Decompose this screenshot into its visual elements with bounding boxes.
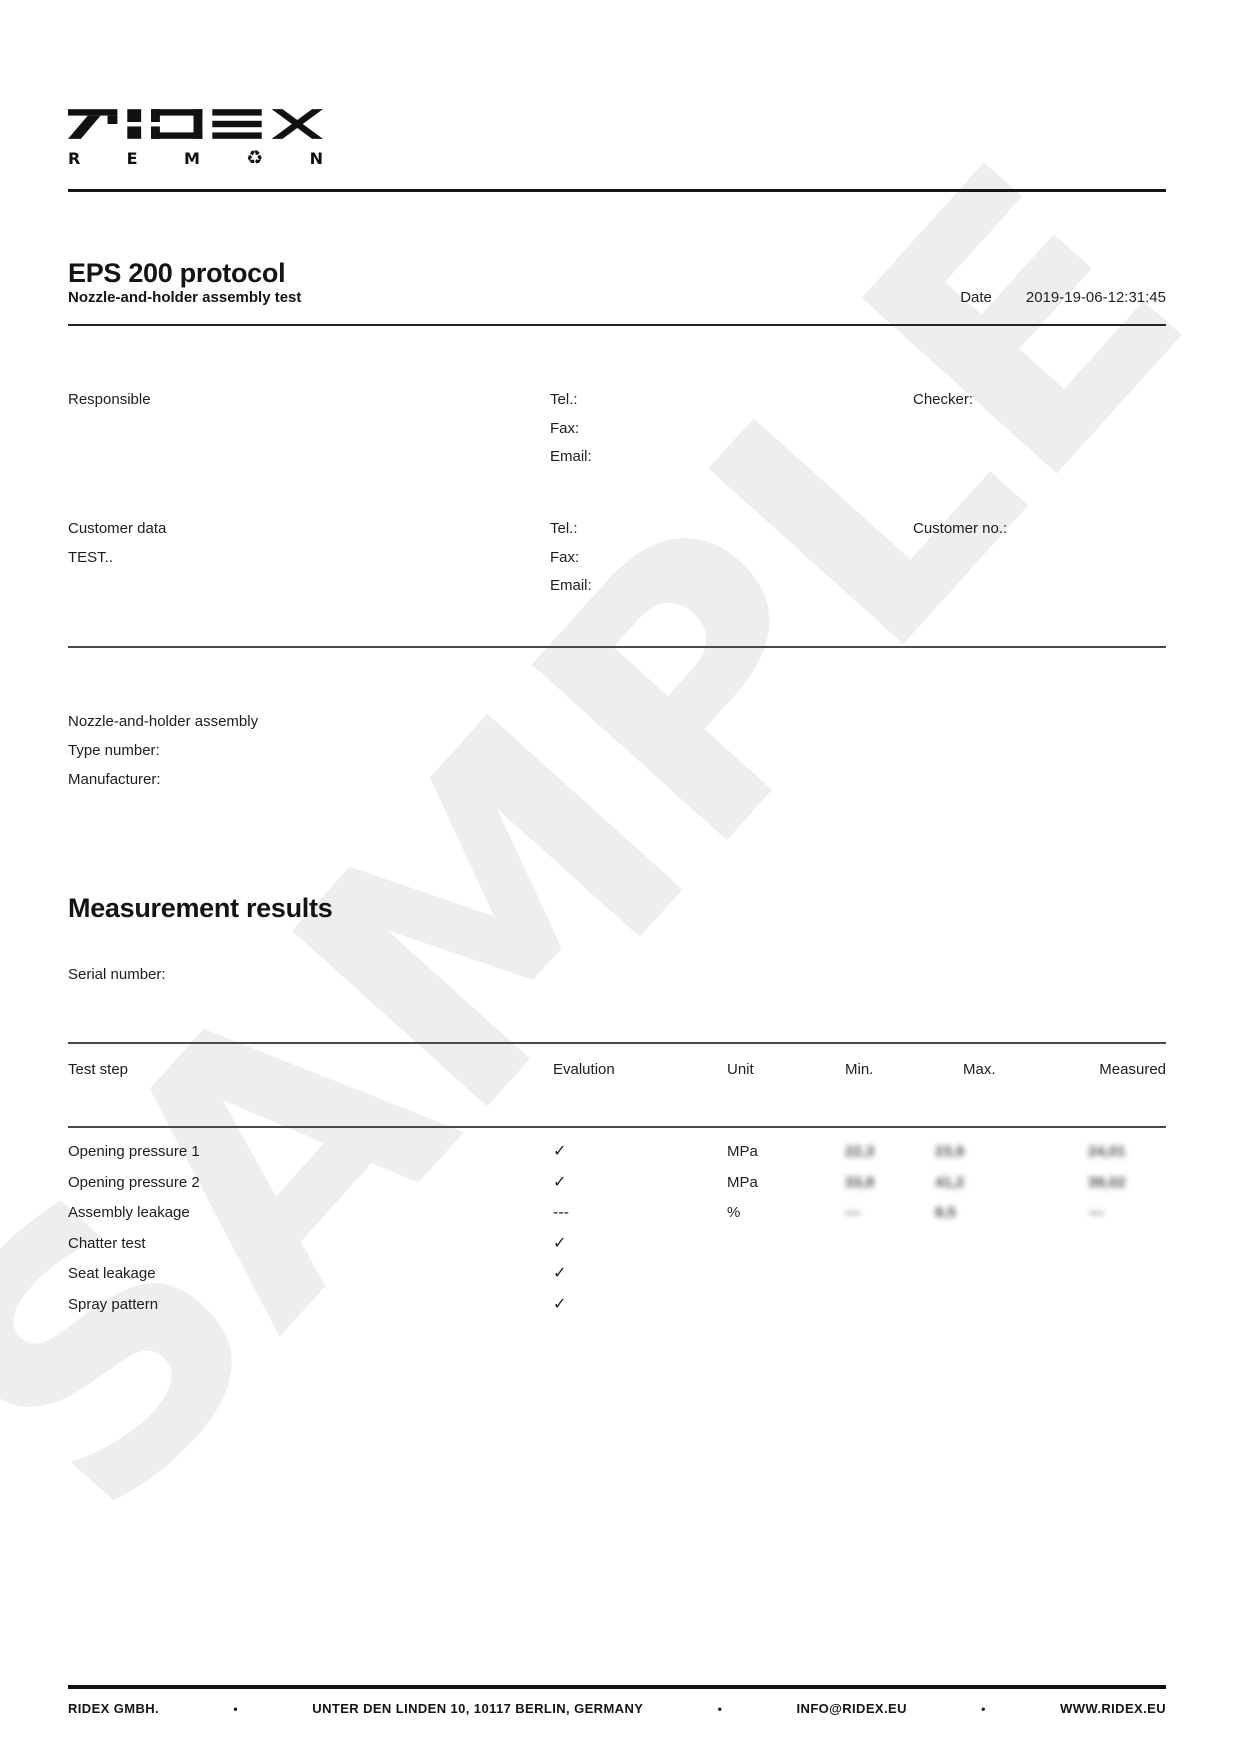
table-row: Assembly leakage ---% --- 8,5 --- (68, 1198, 1166, 1229)
table-cell: MPa (727, 1143, 758, 1160)
customer-data-label: Customer data (68, 520, 167, 537)
table-cell: Opening pressure 1 (68, 1143, 200, 1160)
table-cell: % (727, 1204, 741, 1221)
footer-item: RIDEX GMBH. (68, 1701, 160, 1716)
col-header-test-step: Test step (68, 1061, 129, 1078)
table-cell: Seat leakage (68, 1265, 156, 1282)
table-cell (1088, 1290, 1166, 1321)
checker-label: Checker: (913, 391, 974, 408)
fax-label: Fax: (550, 548, 580, 566)
footer-item: WWW.RIDEX.EU (1060, 1701, 1166, 1716)
assembly-section: Nozzle-and-holder assembly Type number: … (68, 707, 1166, 794)
tel-label: Tel.: (550, 520, 578, 537)
page-title: EPS 200 protocol (68, 258, 286, 288)
table-cell (1088, 1259, 1166, 1290)
table-header-divider (68, 1126, 1166, 1128)
table-cell: 33,8 (845, 1173, 875, 1191)
customer-no-label: Customer no.: (913, 520, 1008, 537)
serial-number-label: Serial number: (68, 966, 166, 983)
footer-item: INFO@RIDEX.EU (796, 1701, 907, 1716)
type-number-label: Type number: (68, 742, 160, 759)
results-table: Test step Evalution Unit Min. Max. Measu… (68, 1042, 1166, 1320)
table-cell: --- (553, 1204, 569, 1221)
table-cell: ✓ (553, 1234, 567, 1252)
table-cell (935, 1229, 1088, 1260)
table-body: Opening pressure 1 ✓ MPa 22,3 23,9 24,01 Openi… (68, 1137, 1166, 1320)
footer: RIDEX GMBH. • UNTER DEN LINDEN 10, 10117 B… (68, 1701, 1166, 1716)
footer-divider (68, 1685, 1166, 1689)
col-header-measured: Measured (1099, 1061, 1166, 1078)
page-subtitle: Nozzle-and-holder assembly test (68, 289, 302, 306)
table-row: Chatter test ✓ (68, 1229, 1166, 1260)
customer-name-value: TEST.. (68, 548, 114, 566)
footer-item: UNTER DEN LINDEN 10, 10117 BERLIN, GERMA… (312, 1701, 644, 1716)
email-label: Email: (550, 448, 592, 466)
table-cell (935, 1259, 1088, 1290)
table-cell: ✓ (553, 1295, 567, 1313)
table-cell: ✓ (553, 1143, 567, 1160)
table-cell: --- (1089, 1204, 1104, 1221)
table-top-divider (68, 1042, 1166, 1044)
reman-letter: E (126, 149, 138, 168)
date-value: 2019-19-06-12:31:45 (1025, 289, 1166, 306)
table-cell: 22,3 (845, 1143, 875, 1160)
table-row: Seat leakage ✓ (68, 1259, 1166, 1290)
footer-bullet: • (233, 1701, 238, 1716)
table-cell (935, 1290, 1088, 1321)
tel-label: Tel.: (550, 391, 578, 408)
reman-letter: N (309, 149, 323, 168)
date-group: Date 2019-19-06-12:31:45 (960, 288, 1166, 307)
responsible-label: Responsible (68, 391, 151, 408)
ridex-logo-icon (68, 109, 323, 139)
table-row: Opening pressure 1 ✓ MPa 22,3 23,9 24,01 (68, 1137, 1166, 1168)
reman-letter: M (183, 149, 200, 168)
title-divider (68, 324, 1166, 326)
footer-bullet: • (981, 1701, 986, 1716)
date-label: Date (960, 289, 992, 306)
ridex-reman-logo: R E M ♻ N (68, 109, 323, 171)
recycle-icon: ♻ (246, 147, 264, 169)
table-cell: Opening pressure 2 (68, 1173, 200, 1191)
col-header-unit: Unit (727, 1061, 754, 1078)
measurement-results-heading: Measurement results (68, 893, 333, 923)
table-cell: 24,01 (1088, 1143, 1126, 1160)
assembly-title: Nozzle-and-holder assembly (68, 713, 259, 730)
table-cell: Spray pattern (68, 1295, 159, 1313)
table-header-row: Test step Evalution Unit Min. Max. Measu… (68, 1061, 1166, 1079)
table-cell (727, 1290, 845, 1321)
table-cell: 41,2 (935, 1173, 965, 1191)
section-divider (68, 646, 1166, 648)
table-cell: Assembly leakage (68, 1204, 190, 1221)
table-cell (1088, 1229, 1166, 1260)
table-cell: ✓ (553, 1265, 567, 1282)
table-cell: 23,9 (935, 1143, 965, 1160)
table-cell (727, 1259, 845, 1290)
footer-bullet: • (717, 1701, 723, 1716)
header-divider (68, 189, 1166, 192)
reman-letter: R (68, 149, 81, 168)
table-cell: 39,02 (1088, 1173, 1126, 1191)
email-label: Email: (550, 577, 592, 595)
table-cell: Chatter test (68, 1234, 146, 1252)
table-row: Opening pressure 2 ✓ MPa 33,8 41,2 39,02 (68, 1168, 1166, 1199)
table-cell: ✓ (553, 1173, 567, 1191)
responsible-section: Responsible Tel.: Checker: Fax: Email: (68, 386, 1166, 472)
col-header-max: Max. (963, 1061, 996, 1078)
reman-wordmark: R E M ♻ N (68, 147, 323, 169)
table-cell: MPa (727, 1173, 758, 1191)
col-header-min: Min. (845, 1061, 874, 1078)
table-row: Spray pattern ✓ (68, 1290, 1166, 1321)
customer-section: Customer data Tel.: Customer no.: TEST..… (68, 515, 1166, 601)
fax-label: Fax: (550, 419, 580, 437)
table-cell: 8,5 (935, 1204, 956, 1221)
manufacturer-label: Manufacturer: (68, 771, 161, 788)
table-cell: --- (845, 1204, 860, 1221)
table-cell (727, 1229, 845, 1260)
col-header-evaluation: Evalution (553, 1061, 615, 1078)
